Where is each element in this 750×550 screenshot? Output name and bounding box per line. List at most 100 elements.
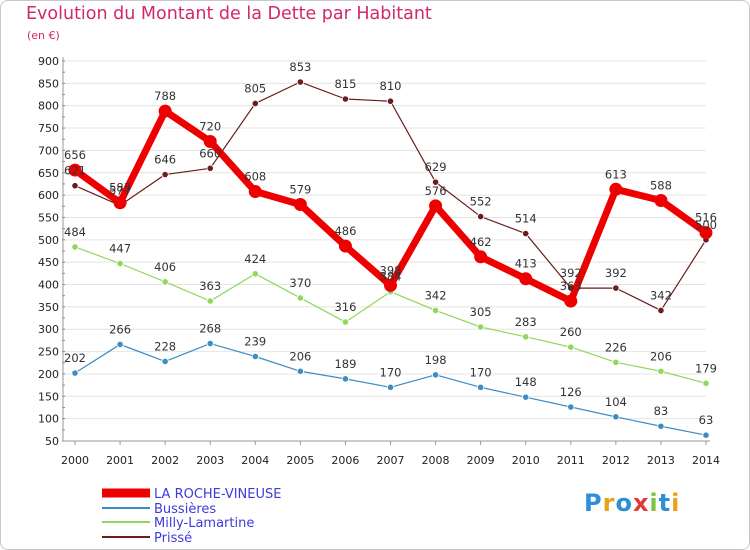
series-point-2 <box>296 294 304 302</box>
series-point-0 <box>158 104 172 118</box>
data-label-0: 486 <box>334 224 356 238</box>
series-point-0 <box>68 163 82 177</box>
data-label-0: 576 <box>425 184 447 198</box>
data-label-1: 239 <box>244 335 266 349</box>
data-label-2: 424 <box>244 252 266 266</box>
data-label-2: 342 <box>425 288 447 302</box>
x-tick-label: 2011 <box>557 454 585 467</box>
series-point-3 <box>477 212 485 221</box>
series-point-3 <box>657 306 665 315</box>
data-label-3: 342 <box>650 288 672 302</box>
series-point-1 <box>702 431 710 439</box>
series-point-3 <box>71 182 79 190</box>
data-label-1: 189 <box>334 357 356 371</box>
series-point-1 <box>206 339 214 348</box>
series-point-3 <box>206 164 214 172</box>
data-label-2: 206 <box>650 349 672 363</box>
y-tick-label: 450 <box>38 256 59 269</box>
x-tick-label: 2008 <box>422 454 450 467</box>
data-label-2: 484 <box>64 225 86 239</box>
data-label-1: 228 <box>154 339 176 353</box>
series-point-3 <box>251 99 259 108</box>
data-label-3: 552 <box>470 195 492 209</box>
series-point-1 <box>341 375 350 383</box>
data-label-1: 104 <box>605 395 627 409</box>
series-point-2 <box>341 318 350 326</box>
series-point-1 <box>116 340 124 349</box>
data-label-1: 83 <box>654 404 669 418</box>
series-point-3 <box>296 78 304 86</box>
logo-letter: i <box>671 489 681 517</box>
data-label-3: 392 <box>560 266 582 280</box>
series-point-0 <box>564 294 578 308</box>
series-point-1 <box>386 383 395 391</box>
x-tick-label: 2000 <box>61 454 89 467</box>
series-point-3 <box>612 284 620 292</box>
series-point-2 <box>702 379 710 387</box>
y-tick-label: 600 <box>38 189 59 202</box>
data-label-1: 266 <box>109 322 131 336</box>
series-point-0 <box>293 198 307 212</box>
data-label-3: 514 <box>515 212 537 226</box>
series-point-0 <box>248 185 262 199</box>
data-label-1: 126 <box>560 385 582 399</box>
y-tick-label: 850 <box>38 77 59 90</box>
data-label-2: 305 <box>470 305 492 319</box>
x-tick-label: 2005 <box>286 454 314 467</box>
legend-label-0: LA ROCHE-VINEUSE <box>154 487 281 502</box>
data-label-2: 316 <box>334 300 356 314</box>
series-point-2 <box>206 297 214 305</box>
legend-label-3: Prissé <box>154 531 192 546</box>
x-tick-label: 2012 <box>602 454 630 467</box>
y-tick-label: 150 <box>38 390 59 403</box>
series-point-0 <box>113 196 127 210</box>
y-tick-label: 800 <box>38 100 59 113</box>
data-label-2: 447 <box>109 242 131 256</box>
data-label-2: 283 <box>515 315 537 329</box>
series-point-1 <box>161 357 169 366</box>
series-point-0 <box>519 272 533 286</box>
chart-subtitle: (en €) <box>27 29 60 42</box>
series-point-2 <box>657 367 665 375</box>
series-point-3 <box>341 95 350 103</box>
data-label-3: 853 <box>289 60 311 74</box>
data-label-0: 608 <box>244 170 266 184</box>
series-point-3 <box>161 170 169 179</box>
data-label-1: 198 <box>425 353 447 367</box>
logo-letter: o <box>615 489 633 517</box>
y-tick-label: 300 <box>38 323 59 336</box>
data-label-0: 363 <box>560 279 582 293</box>
data-label-1: 63 <box>699 413 714 427</box>
series-point-2 <box>71 243 79 251</box>
legend-label-2: Milly-Lamartine <box>154 516 254 531</box>
x-tick-label: 2002 <box>151 454 179 467</box>
logo-letter: P <box>584 489 603 517</box>
data-label-2: 384 <box>380 270 402 284</box>
data-label-3: 621 <box>64 164 86 178</box>
x-tick-label: 2009 <box>467 454 495 467</box>
series-point-1 <box>431 371 440 379</box>
x-tick-label: 2013 <box>647 454 675 467</box>
series-point-1 <box>567 403 575 411</box>
data-label-3: 629 <box>425 160 447 174</box>
series-point-1 <box>71 369 79 377</box>
data-label-0: 462 <box>470 235 492 249</box>
x-tick-label: 2014 <box>692 454 720 467</box>
x-tick-label: 2006 <box>331 454 359 467</box>
y-tick-label: 500 <box>38 234 59 247</box>
y-tick-label: 650 <box>38 167 59 180</box>
series-point-3 <box>522 229 530 238</box>
data-label-0: 579 <box>289 183 311 197</box>
y-tick-label: 400 <box>38 279 59 292</box>
series-point-2 <box>612 358 620 366</box>
data-label-1: 170 <box>470 365 492 379</box>
x-tick-label: 2004 <box>241 454 269 467</box>
series-point-0 <box>654 193 668 207</box>
y-tick-label: 900 <box>38 55 59 68</box>
data-label-0: 720 <box>199 119 221 133</box>
logo-letter: x <box>632 489 650 517</box>
data-label-0: 613 <box>605 167 627 181</box>
logo-letter: r <box>602 489 616 517</box>
logo-letter: i <box>649 489 659 517</box>
